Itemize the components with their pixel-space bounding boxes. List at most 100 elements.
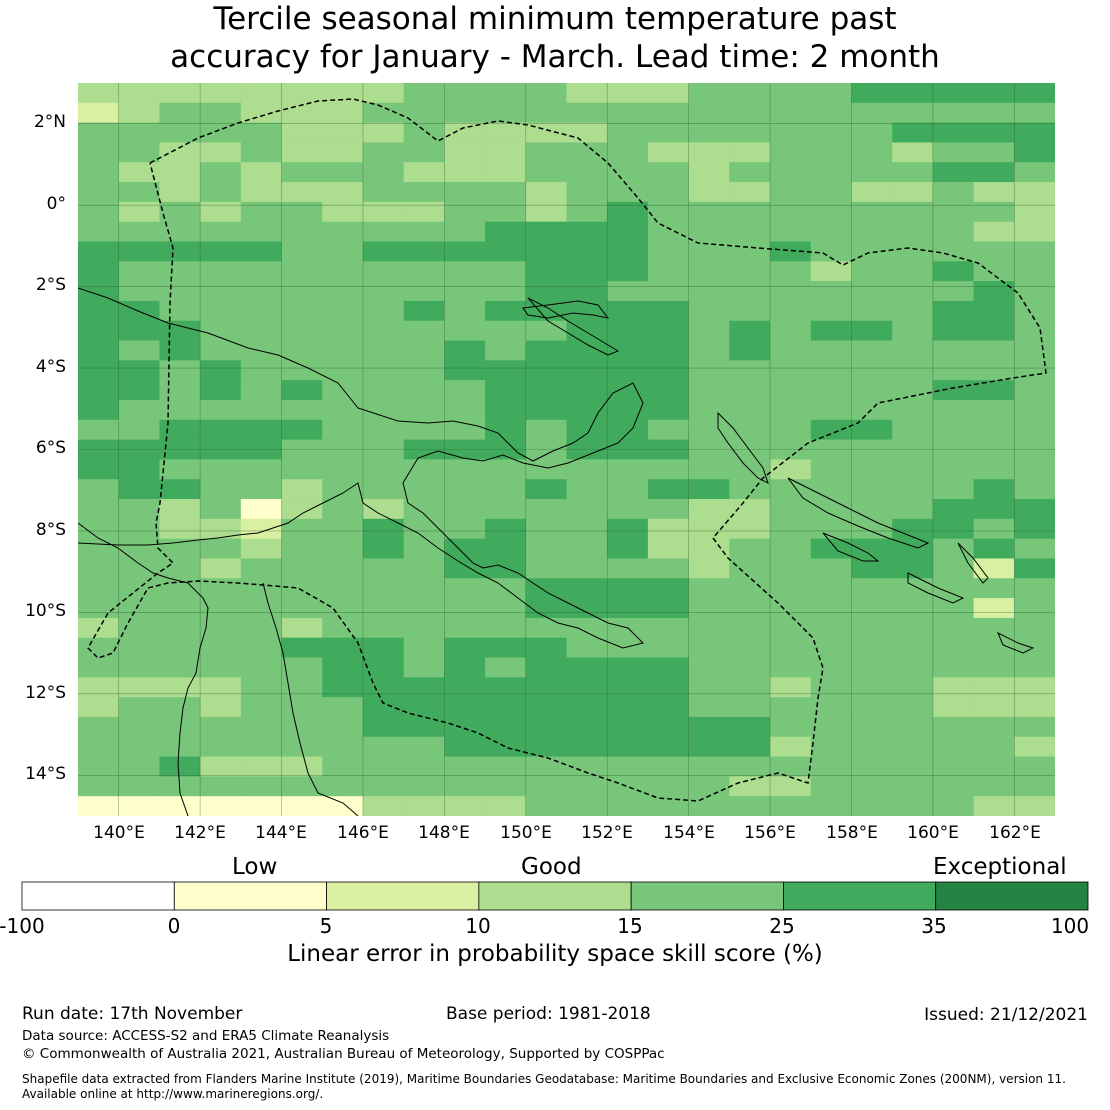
skill-cell (770, 201, 812, 223)
skill-cell (647, 102, 690, 124)
skill-cell (810, 162, 853, 183)
cape-york-coast (262, 582, 359, 816)
skill-cell (362, 459, 405, 480)
skill-cell (281, 281, 323, 302)
skill-cell (525, 281, 568, 302)
skill-cell (932, 122, 975, 144)
colorbar (21, 881, 1089, 911)
skill-cell (1014, 598, 1055, 619)
skill-cell (525, 697, 568, 718)
skill-cell (485, 558, 527, 579)
skill-cell (322, 479, 364, 500)
skill-cell (281, 776, 323, 797)
skill-cell (403, 162, 445, 183)
skill-cell (240, 182, 283, 203)
skill-cell (729, 479, 771, 500)
skill-cell (200, 598, 242, 619)
skill-cell (851, 300, 893, 322)
skill-cell (647, 657, 690, 678)
skill-cell (159, 360, 201, 381)
skill-cell (729, 756, 771, 777)
skill-cell (78, 479, 120, 500)
colorbar-label: Linear error in probability space skill … (287, 941, 823, 967)
skill-cell (770, 221, 812, 243)
skill-cell (525, 182, 568, 203)
skill-cell (159, 637, 201, 659)
skill-cell (281, 716, 323, 738)
skill-cell (770, 459, 812, 480)
skill-cell (403, 320, 445, 342)
skill-cell (892, 459, 934, 480)
x-tick-label: 156°E (744, 823, 796, 843)
issued-date: Issued: 21/12/2021 (924, 1005, 1088, 1025)
skill-cell (240, 538, 283, 560)
skill-cell (770, 598, 812, 619)
skill-cell (932, 102, 975, 124)
graticule (78, 83, 1055, 816)
skill-cell (688, 796, 730, 816)
skill-cell (851, 419, 893, 441)
skill-cell (444, 538, 486, 560)
skill-cell (159, 182, 201, 203)
skill-cell (770, 122, 812, 144)
x-tick-label: 160°E (907, 823, 959, 843)
skill-cell (485, 201, 527, 223)
skill-cell (688, 122, 730, 144)
skill-cell (851, 182, 893, 203)
skill-cell (892, 697, 934, 718)
skill-cell (647, 419, 690, 441)
skill-cell (118, 677, 161, 698)
skill-cell (932, 142, 975, 163)
skill-cell (688, 657, 730, 678)
data-source: Data source: ACCESS-S2 and ERA5 Climate … (22, 1028, 390, 1044)
skill-cell (322, 201, 364, 223)
skill-cell (607, 538, 649, 560)
skill-cell (973, 776, 1015, 797)
skill-cell (729, 122, 771, 144)
skill-cell (485, 399, 527, 421)
run-date: Run date: 17th November (22, 1004, 243, 1024)
skill-cell (78, 578, 120, 599)
skill-cell (607, 637, 649, 659)
skill-cell (688, 380, 730, 401)
skill-cell (485, 340, 527, 361)
skill-cell (607, 83, 649, 104)
skill-cell (485, 677, 527, 698)
skill-cell (932, 380, 975, 401)
y-tick-label: 2°N (33, 112, 66, 132)
skill-cell (1014, 340, 1055, 361)
skill-cell (200, 399, 242, 421)
skill-cell (403, 360, 445, 381)
skill-cell (851, 538, 893, 560)
skill-cell (688, 578, 730, 599)
skill-cell (485, 380, 527, 401)
skill-cell (485, 360, 527, 381)
skill-cell (118, 162, 161, 183)
skill-cell (688, 241, 730, 262)
skill-cell (810, 380, 853, 401)
skill-cell (810, 538, 853, 560)
skill-cell (851, 261, 893, 282)
skill-cell (932, 201, 975, 223)
skill-cell (892, 102, 934, 124)
title-line-1: Tercile seasonal minimum temperature pas… (213, 1, 897, 37)
skill-cell (159, 201, 201, 223)
skill-cell (770, 399, 812, 421)
skill-cell (566, 756, 608, 777)
skill-cell (322, 637, 364, 659)
colorbar-tick: 25 (769, 914, 795, 938)
skill-cell (444, 102, 486, 124)
skill-cell (444, 657, 486, 678)
skill-cell (78, 776, 120, 797)
skill-cell (78, 241, 120, 262)
skill-cell (322, 182, 364, 203)
skill-cell (566, 142, 608, 163)
skill-cell (78, 300, 120, 322)
skill-cell (932, 538, 975, 560)
skill-cell (607, 399, 649, 421)
skill-cell (1014, 637, 1055, 659)
bougainville-coast (717, 411, 769, 484)
skill-cell (240, 756, 283, 777)
skill-cell (240, 736, 283, 758)
skill-cell (647, 637, 690, 659)
